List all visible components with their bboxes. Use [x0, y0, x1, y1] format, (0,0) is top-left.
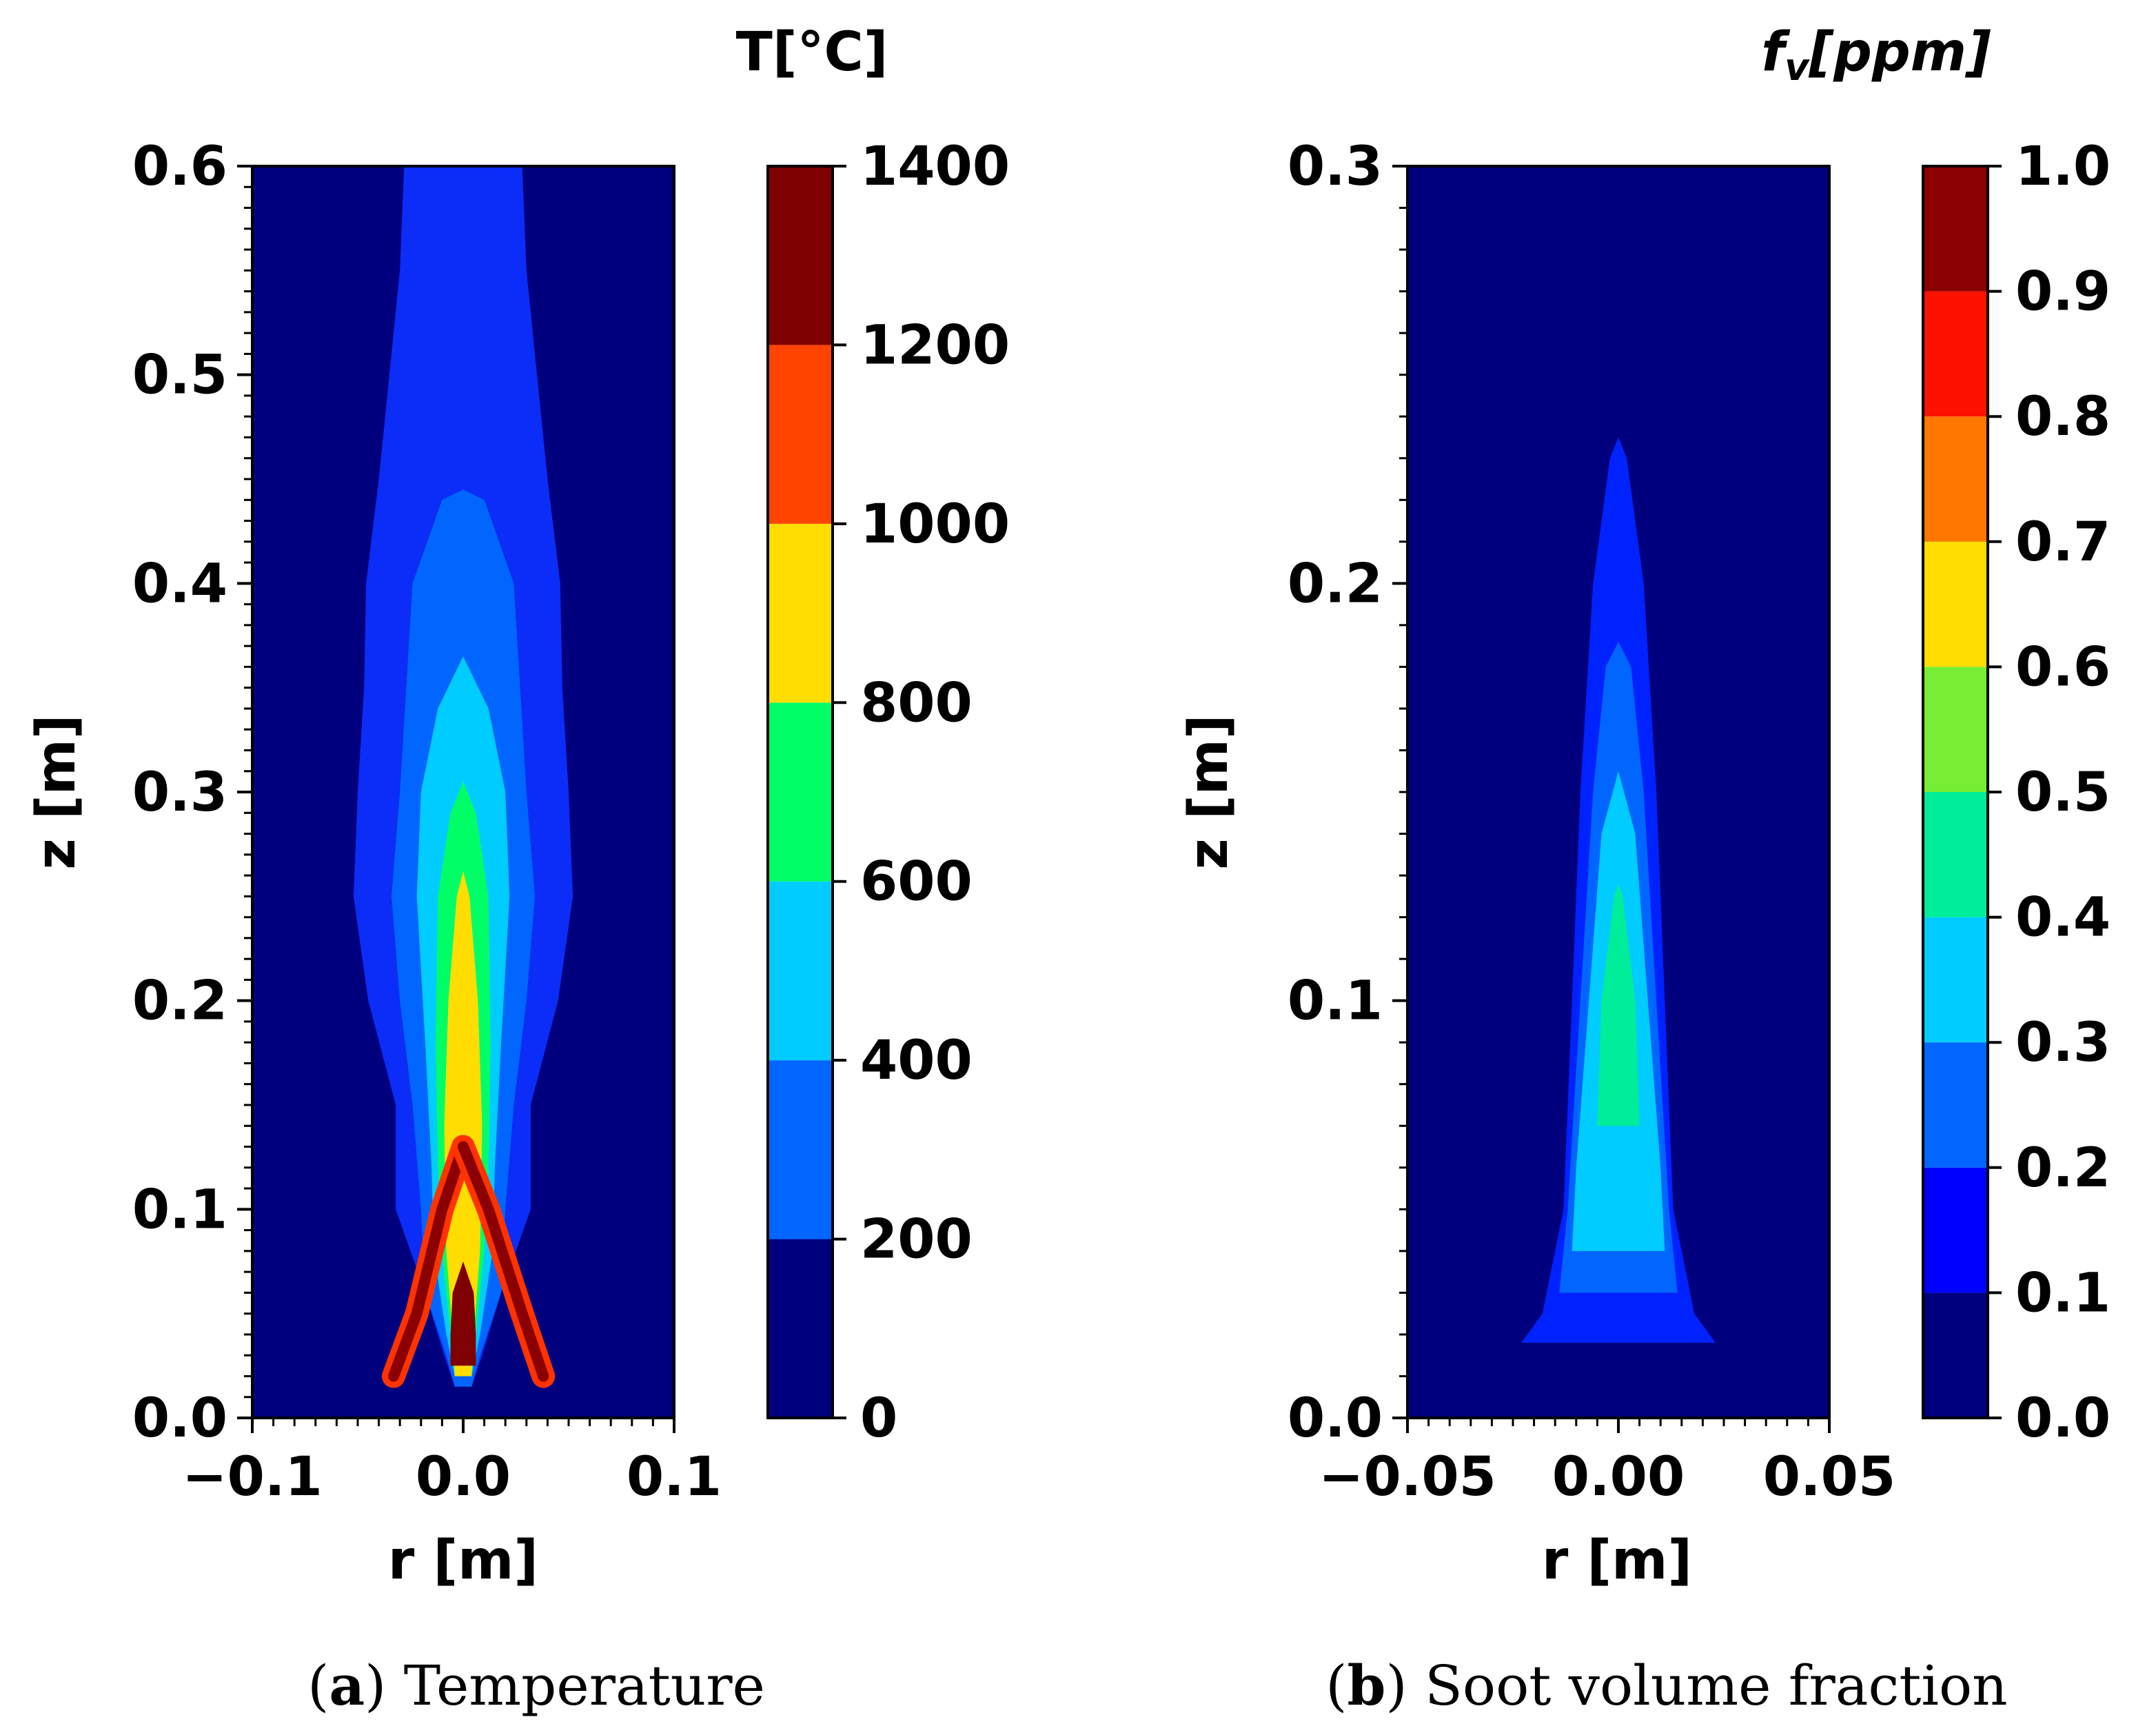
colorbar-band-0	[1923, 1292, 1988, 1418]
contours-soot	[1521, 437, 1716, 1343]
xtick-label: 0.00	[1552, 1446, 1685, 1508]
flame-arm-core-0	[388, 1141, 469, 1382]
colorbar-band-6	[768, 166, 833, 345]
colorbar-band-8	[1923, 291, 1988, 417]
colorbar-soot: 0.0 0.1 0.2 0.3 0.4 0.5 0.6 0.7 0.8 0.9 1.0	[1922, 136, 2111, 1450]
colorbar-title-temperature: T[°C]	[736, 21, 888, 83]
panel-temperature: 0.00.10.20.30.40.50.6−0.1 0.0 0.1 r [m] z …	[26, 21, 1010, 1592]
caption-soot: (b) Soot volume fraction	[1325, 1653, 2007, 1718]
colorbar-tick-label: 0.3	[2015, 1012, 2111, 1074]
xlabel-temperature: r [m]	[388, 1530, 538, 1592]
colorbar-band-0	[768, 1239, 833, 1418]
colorbar-band-1	[1923, 1167, 1988, 1293]
colorbar-tick-label: 400	[860, 1030, 973, 1092]
ticks-temperature: 0.00.10.20.30.40.50.6−0.1 0.0 0.1	[132, 136, 722, 1508]
xtick-label: −0.1	[182, 1446, 323, 1508]
ytick-label: 0.0	[1288, 1388, 1383, 1450]
colorbar-tick-label: 0.4	[2015, 887, 2111, 949]
xtick-label: 0.1	[627, 1446, 722, 1508]
panel-soot: 0.0 0.1 0.2 0.3 −0.05 0.00 0.05 r [m] z [m] 0.…	[1178, 21, 2111, 1592]
ytick-label: 0.6	[132, 136, 227, 198]
ylabel-temperature: z [m]	[26, 714, 88, 869]
colorbar-tick-label: 1000	[860, 494, 1010, 556]
caption-text-a: Temperature	[404, 1654, 765, 1718]
colorbar-tick-label: 0.0	[2015, 1388, 2111, 1450]
colorbar-tick-label: 0.9	[2015, 261, 2111, 323]
colorbar-band-1	[768, 1060, 833, 1239]
caption-text-b: Soot volume fraction	[1425, 1654, 2008, 1718]
plot-frame-temperature	[251, 165, 675, 1419]
colorbar-band-5	[768, 345, 833, 524]
colorbar-tick-label: 600	[860, 851, 973, 913]
colorbar-band-2	[1923, 1042, 1988, 1168]
ytick-label: 0.3	[132, 762, 227, 824]
colorbar-band-4	[1923, 792, 1988, 917]
colorbar-title-sub: v	[1784, 45, 1810, 89]
colorbar-band-2	[768, 881, 833, 1061]
colorbar-tick-label: 0.7	[2015, 511, 2111, 574]
colorbar-tick-label: 0.6	[2015, 636, 2111, 698]
colorbar-title-soot: fv[ppm]	[1761, 21, 1991, 89]
ticks-soot: 0.0 0.1 0.2 0.3 −0.05 0.00 0.05	[1288, 136, 1895, 1508]
colorbar-tick-label: 1.0	[2015, 136, 2111, 198]
xlabel-soot: r [m]	[1542, 1530, 1692, 1592]
colorbar-tick-label: 0	[860, 1388, 897, 1450]
caption-temperature: (a) Temperature	[307, 1653, 765, 1718]
colorbar-band-9	[1923, 166, 1988, 292]
colorbar-tick-label: 0.5	[2015, 762, 2111, 824]
colorbar-tick-label: 200	[860, 1209, 973, 1271]
contour-region-1200	[450, 1261, 476, 1366]
ytick-label: 0.3	[1288, 136, 1383, 198]
colorbar-tick-label: 1200	[860, 314, 1010, 376]
colorbar-title-rest: [ppm]	[1808, 21, 1991, 83]
colorbar-band-6	[1923, 541, 1988, 667]
colorbar-frame	[766, 165, 834, 1419]
caption-letter-b: b	[1348, 1653, 1386, 1718]
ytick-label: 0.2	[1288, 553, 1383, 615]
contours-temperature	[353, 166, 573, 1388]
caption-letter-a: a	[329, 1653, 365, 1718]
colorbar-temperature: 0 200 400 600 800 1000 1200 1400	[766, 136, 1010, 1450]
colorbar-band-4	[768, 523, 833, 703]
flame-arm-core-1	[458, 1141, 549, 1382]
ytick-label: 0.1	[1288, 971, 1383, 1033]
ytick-label: 0.2	[132, 971, 227, 1033]
ylabel-soot: z [m]	[1178, 714, 1240, 869]
colorbar-band-3	[1923, 917, 1988, 1043]
plot-frame-soot	[1406, 165, 1831, 1419]
contour-region-1000	[444, 871, 482, 1377]
xtick-label: −0.05	[1319, 1446, 1496, 1508]
colorbar-band-7	[1923, 416, 1988, 542]
colorbar-band-3	[768, 702, 833, 882]
contour-region-0.4	[1597, 884, 1640, 1126]
ytick-label: 0.4	[132, 553, 227, 615]
xtick-label: 0.05	[1763, 1446, 1895, 1508]
colorbar-tick-label: 800	[860, 672, 973, 734]
ytick-label: 0.5	[132, 345, 227, 407]
colorbar-tick-label: 0.1	[2015, 1262, 2111, 1324]
ytick-label: 0.1	[132, 1179, 227, 1241]
colorbar-tick-label: 0.2	[2015, 1137, 2111, 1199]
colorbar-band-5	[1923, 667, 1988, 792]
colorbar-tick-label: 1400	[860, 136, 1010, 198]
colorbar-tick-label: 0.8	[2015, 386, 2111, 448]
ytick-label: 0.0	[132, 1388, 227, 1450]
xtick-label: 0.0	[416, 1446, 511, 1508]
